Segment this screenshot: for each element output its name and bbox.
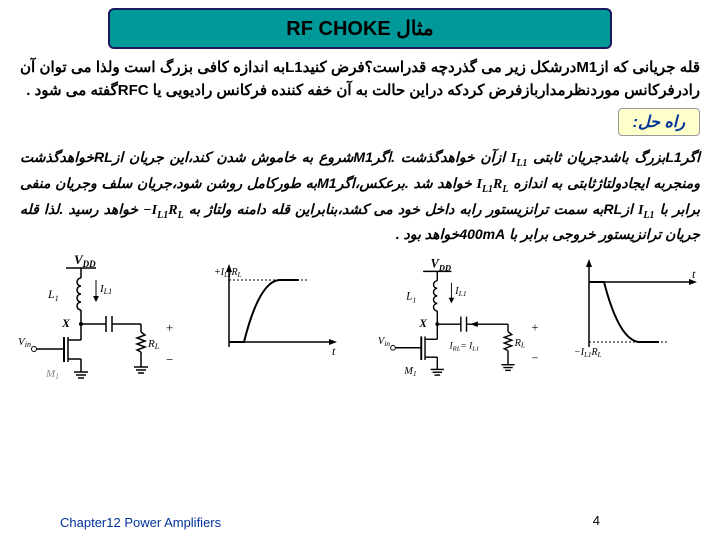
rl-sub: L	[154, 342, 160, 351]
graph-falling: t −IL1RL	[574, 252, 704, 362]
svg-text:Vin: Vin	[378, 336, 390, 348]
sub: L1	[157, 209, 168, 220]
var-r: R	[493, 177, 502, 192]
svg-text:IRL= IL1: IRL= IL1	[449, 341, 480, 352]
neg-sub2: L	[596, 351, 601, 359]
pos-sub2: L	[236, 271, 241, 279]
x-label: X	[61, 316, 71, 330]
sub: L1	[482, 184, 493, 195]
il1-sub: L1	[103, 287, 112, 296]
vin-sub: in	[384, 339, 390, 348]
footer-chapter: Chapter12 Power Amplifiers	[60, 515, 221, 530]
sub-l1: L1	[516, 158, 527, 169]
graph-rising: t +IL1RL	[214, 252, 344, 362]
eq: =	[461, 341, 467, 351]
title-text: مثال RF CHOKE	[286, 18, 433, 40]
svg-text:L1: L1	[405, 290, 416, 304]
t-axis: t	[692, 267, 696, 281]
il1-sub: L1	[458, 289, 467, 298]
minus: −	[532, 351, 539, 365]
circuit-right: VDD L1 IL1 X IRL= IL1 RL + −	[376, 252, 541, 402]
svg-text:−IL1RL: −IL1RL	[574, 347, 602, 359]
pos-label2: R	[230, 267, 237, 278]
neg-label2: R	[590, 347, 597, 358]
sub: L1	[643, 209, 654, 220]
svg-text:L1: L1	[47, 287, 59, 303]
m1-sub: 1	[413, 369, 417, 378]
svg-text:RL: RL	[147, 338, 160, 351]
pos-sub1: L1	[223, 271, 231, 279]
title-bar: مثال RF CHOKE	[108, 8, 612, 49]
m1-sub: 1	[55, 372, 59, 381]
plus: +	[532, 320, 539, 334]
svg-text:IL1: IL1	[454, 286, 466, 298]
irl-sub: RL	[452, 345, 461, 352]
diagram-row: VDD L1 IL1 X RL + −	[0, 252, 720, 402]
problem-text: قله جریانی که ازM1درشکل زیر می گذردچه قد…	[20, 57, 700, 102]
l1-sub: 1	[55, 294, 59, 303]
neg-sub1: L1	[583, 351, 591, 359]
svg-text:RL: RL	[514, 338, 526, 350]
page-number: 4	[593, 513, 600, 528]
l1-sub: 1	[413, 295, 417, 304]
minus: −	[166, 352, 173, 367]
svg-text:VDD: VDD	[431, 256, 451, 272]
circuit-left: VDD L1 IL1 X RL + −	[16, 252, 181, 402]
rl-sub: L	[520, 341, 525, 350]
svg-text:M1: M1	[404, 366, 417, 378]
vin-sub: in	[25, 340, 31, 349]
solution-body: اگرL1بزرگ باشدجریان ثابتی IL1 ازآن خواهد…	[20, 146, 700, 246]
svg-text:VDD: VDD	[74, 252, 96, 269]
body-part: اگرL1بزرگ باشدجریان ثابتی	[527, 149, 700, 165]
plus: +	[166, 320, 173, 335]
il1-sub: L1	[471, 345, 479, 352]
svg-text:M1: M1	[45, 368, 59, 381]
solution-label: راه حل:	[618, 108, 700, 136]
body-part: ازRLبه سمت ترانزیستور رابه داخل خود می ک…	[184, 201, 633, 217]
t-axis: t	[332, 344, 336, 358]
neg: −	[143, 203, 151, 218]
l1-label: L	[405, 290, 412, 302]
var-r: R	[168, 203, 177, 218]
x-label: X	[419, 318, 428, 330]
svg-text:Vin: Vin	[18, 336, 31, 349]
svg-text:IL1: IL1	[99, 283, 112, 296]
